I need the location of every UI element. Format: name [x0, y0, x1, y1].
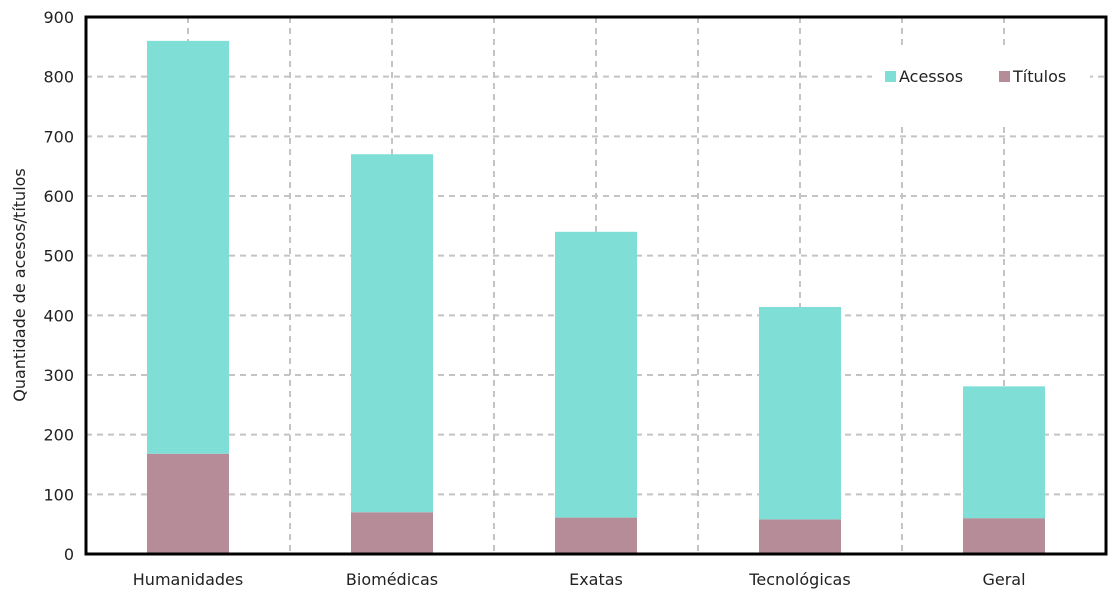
y-tick-label-400: 400	[43, 306, 74, 325]
y-tick-label-500: 500	[43, 247, 74, 266]
bar-acessos-3	[759, 306, 841, 520]
x-tick-label-4: Geral	[982, 570, 1025, 589]
legend-swatch-acessos	[885, 71, 896, 82]
y-axis-title: Quantidade de acesos/títulos	[10, 168, 29, 402]
x-tick-label-1: Biomédicas	[346, 570, 438, 589]
bar-títulos-2	[555, 517, 637, 554]
bar-acessos-2	[555, 231, 637, 518]
x-tick-label-0: Humanidades	[133, 570, 243, 589]
legend-swatch-títulos	[999, 71, 1010, 82]
y-tick-label-200: 200	[43, 426, 74, 445]
bars-layer	[147, 40, 1045, 554]
y-tick-label-900: 900	[43, 8, 74, 27]
y-tick-label-600: 600	[43, 187, 74, 206]
y-tick-label-0: 0	[64, 545, 74, 564]
bar-títulos-4	[963, 518, 1045, 554]
y-axis-ticks: 0 100 200 300 400 500 600 700 800 900	[43, 8, 74, 564]
y-tick-label-300: 300	[43, 366, 74, 385]
legend: Acessos Títulos	[885, 67, 1066, 86]
y-tick-label-100: 100	[43, 485, 74, 504]
y-tick-label-800: 800	[43, 68, 74, 87]
y-tick-label-700: 700	[43, 127, 74, 146]
x-axis-ticks: Humanidades Biomédicas Exatas Tecnológicas G…	[133, 570, 1026, 589]
x-tick-label-3: Tecnológicas	[748, 570, 850, 589]
legend-label-títulos: Títulos	[1012, 67, 1066, 86]
bar-acessos-4	[963, 386, 1045, 519]
bar-títulos-1	[351, 512, 433, 554]
x-tick-label-2: Exatas	[569, 570, 623, 589]
bar-títulos-3	[759, 519, 841, 554]
bar-acessos-1	[351, 154, 433, 513]
plot-frame	[84, 15, 1108, 556]
legend-label-acessos: Acessos	[899, 67, 963, 86]
bar-títulos-0	[147, 453, 229, 554]
bar-acessos-0	[147, 40, 229, 454]
legend-background	[872, 50, 1090, 124]
